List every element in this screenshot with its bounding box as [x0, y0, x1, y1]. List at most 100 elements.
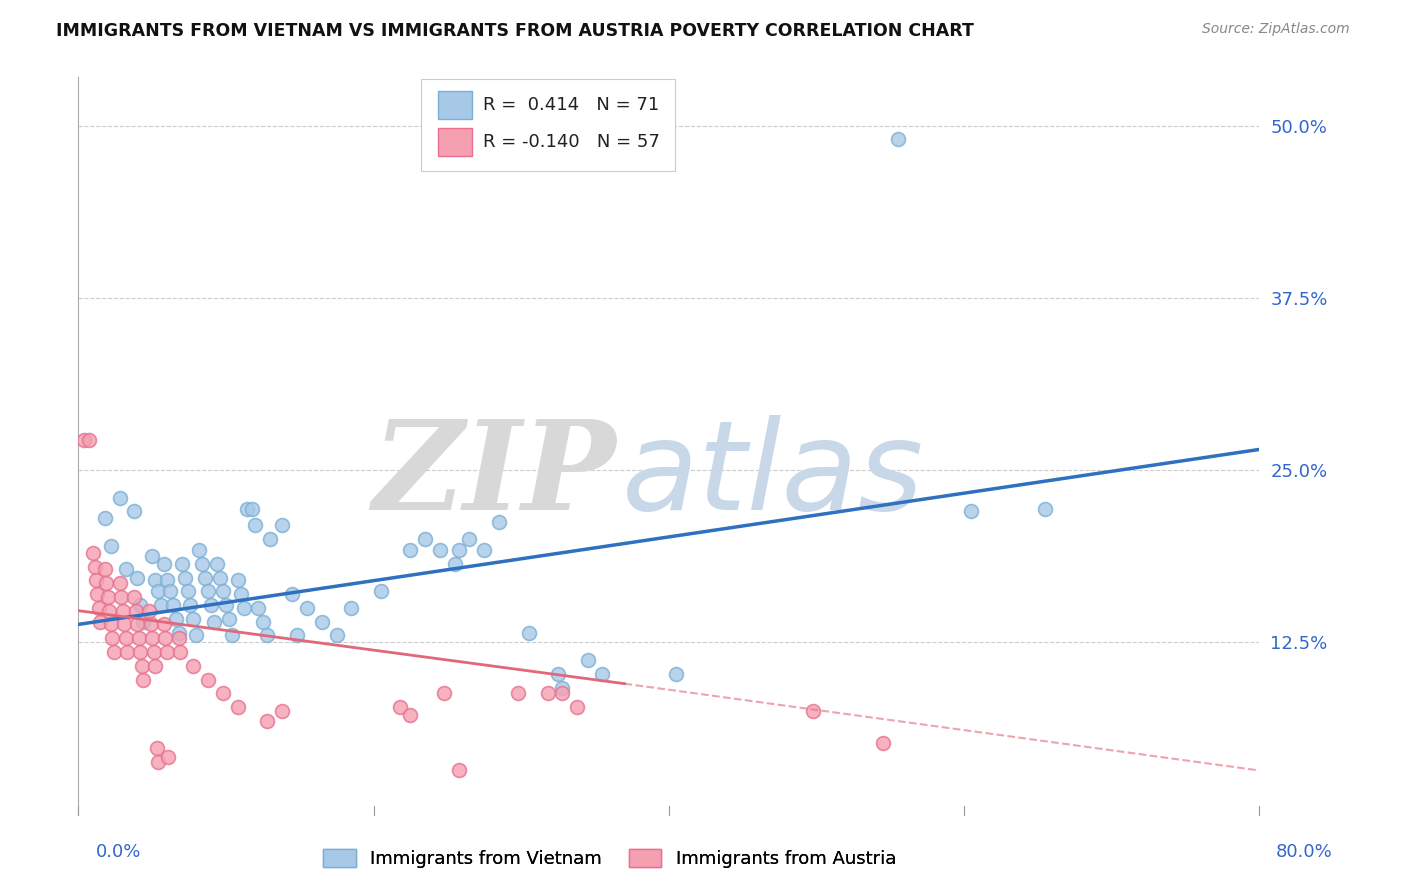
Point: [173, 571, 195, 585]
Text: atlas: atlas: [621, 415, 924, 536]
Point: [200, 598, 222, 612]
Point: [167, 625, 190, 640]
Point: [127, 617, 149, 632]
Point: [311, 615, 333, 629]
Point: [458, 532, 481, 546]
Point: [142, 645, 165, 659]
Point: [86, 587, 108, 601]
Point: [176, 584, 198, 599]
Point: [132, 673, 155, 687]
Point: [443, 557, 465, 571]
Point: [162, 598, 184, 612]
Point: [194, 571, 217, 585]
Point: [125, 604, 148, 618]
Point: [98, 604, 121, 618]
Point: [212, 584, 235, 599]
Point: [665, 667, 688, 681]
Point: [252, 615, 274, 629]
Point: [551, 681, 574, 695]
Point: [114, 562, 136, 576]
Point: [449, 543, 471, 558]
Point: [370, 584, 392, 599]
Point: [94, 562, 117, 576]
Point: [129, 598, 152, 612]
Point: [145, 741, 167, 756]
Point: [73, 433, 96, 447]
Point: [124, 590, 146, 604]
Text: 80.0%: 80.0%: [1277, 843, 1333, 861]
Legend: Immigrants from Vietnam, Immigrants from Austria: Immigrants from Vietnam, Immigrants from…: [316, 842, 904, 876]
Point: [124, 504, 146, 518]
Point: [886, 132, 908, 146]
Point: [429, 543, 451, 558]
Point: [156, 645, 179, 659]
Point: [872, 736, 894, 750]
Point: [218, 612, 240, 626]
Point: [153, 557, 176, 571]
Text: R = -0.140   N = 57: R = -0.140 N = 57: [484, 133, 661, 152]
Point: [131, 658, 153, 673]
Point: [156, 574, 179, 588]
Point: [281, 587, 304, 601]
Point: [215, 598, 238, 612]
Point: [132, 615, 155, 629]
Point: [449, 764, 471, 778]
Point: [256, 714, 278, 728]
Point: [115, 645, 138, 659]
Text: Source: ZipAtlas.com: Source: ZipAtlas.com: [1202, 22, 1350, 37]
Point: [340, 600, 363, 615]
Point: [256, 628, 278, 642]
Point: [508, 686, 530, 700]
Point: [143, 574, 166, 588]
Point: [186, 628, 208, 642]
Point: [551, 686, 574, 700]
Point: [141, 631, 163, 645]
Point: [108, 491, 131, 505]
Point: [212, 686, 235, 700]
Point: [183, 658, 205, 673]
Point: [399, 708, 422, 723]
Point: [165, 612, 187, 626]
FancyBboxPatch shape: [420, 78, 675, 171]
Point: [170, 557, 193, 571]
Point: [141, 549, 163, 563]
Point: [103, 645, 125, 659]
Point: [547, 667, 569, 681]
Point: [97, 590, 120, 604]
Point: [155, 631, 177, 645]
Point: [82, 546, 104, 560]
Point: [271, 518, 294, 533]
Point: [112, 617, 135, 632]
Point: [208, 571, 231, 585]
Point: [960, 504, 983, 518]
Point: [433, 686, 456, 700]
Point: [232, 600, 254, 615]
Bar: [439, 128, 471, 156]
Point: [389, 700, 412, 714]
Point: [285, 628, 308, 642]
Text: 0.0%: 0.0%: [96, 843, 141, 861]
Point: [179, 598, 201, 612]
Point: [197, 673, 219, 687]
Point: [229, 587, 252, 601]
Point: [100, 617, 122, 632]
Point: [143, 658, 166, 673]
Point: [128, 631, 150, 645]
Point: [188, 543, 211, 558]
Point: [101, 631, 124, 645]
Point: [226, 574, 249, 588]
Point: [413, 532, 436, 546]
Point: [149, 598, 172, 612]
Text: ZIP: ZIP: [371, 415, 616, 536]
Point: [146, 755, 169, 769]
Point: [259, 532, 281, 546]
Point: [803, 704, 825, 718]
Point: [271, 704, 294, 718]
Point: [83, 559, 105, 574]
Point: [111, 604, 134, 618]
Point: [127, 571, 149, 585]
Text: R =  0.414   N = 71: R = 0.414 N = 71: [484, 96, 659, 114]
Point: [114, 631, 136, 645]
Bar: [439, 92, 471, 120]
Point: [183, 612, 205, 626]
